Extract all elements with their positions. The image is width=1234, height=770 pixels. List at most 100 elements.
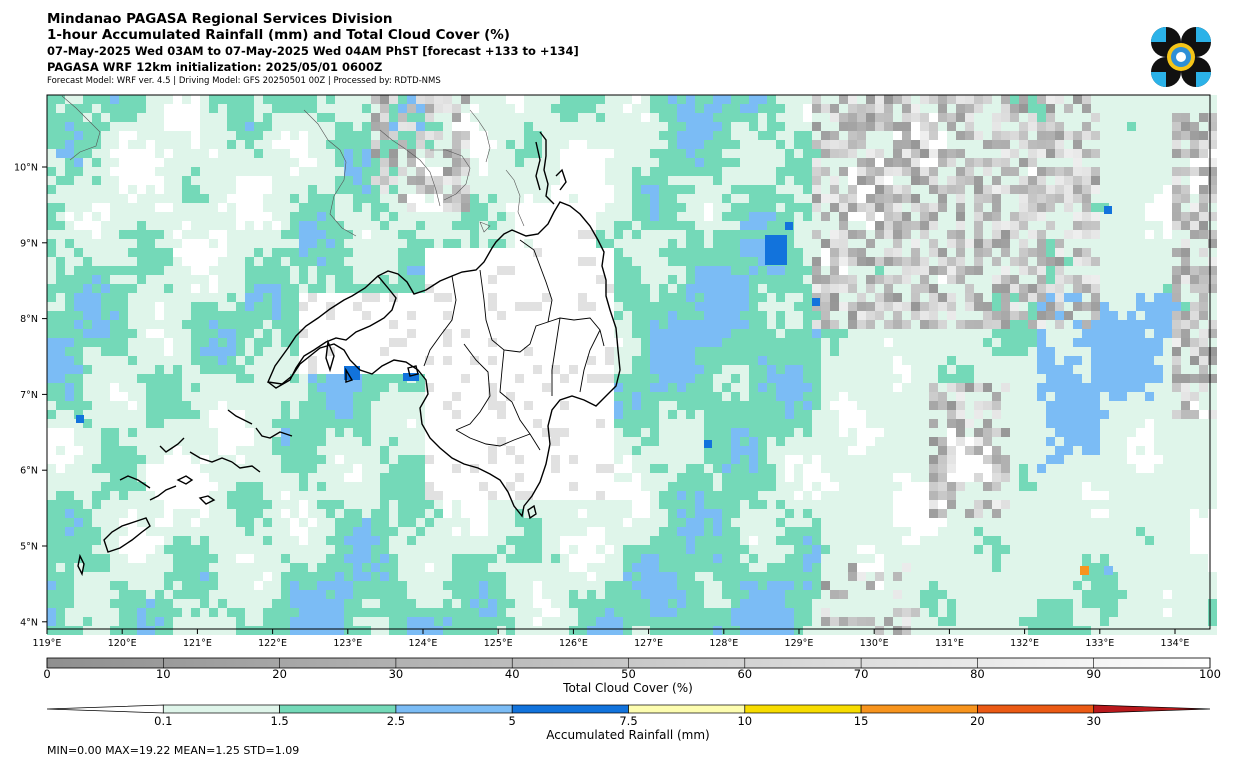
- field-cell: [623, 239, 632, 248]
- field-cell: [227, 131, 236, 140]
- field-cell: [713, 437, 722, 446]
- field-cell: [272, 167, 281, 176]
- field-cell: [1091, 95, 1100, 104]
- field-cell: [695, 311, 704, 320]
- field-cell: [227, 95, 236, 104]
- field-cell: [1064, 95, 1073, 104]
- field-cell: [839, 455, 848, 464]
- field-cell: [1001, 158, 1010, 167]
- field-cell: [821, 500, 830, 509]
- field-cell: [389, 419, 398, 428]
- field-cell: [641, 194, 650, 203]
- field-cell: [209, 365, 218, 374]
- field-cell: [119, 446, 128, 455]
- field-cell: [497, 158, 506, 167]
- field-cell: [272, 275, 281, 284]
- field-cell: [335, 248, 344, 257]
- field-cell: [1163, 383, 1172, 392]
- field-cell: [677, 95, 686, 104]
- field-cell: [704, 320, 713, 329]
- field-cell: [722, 221, 731, 230]
- field-cell: [1100, 455, 1109, 464]
- field-cell: [317, 167, 326, 176]
- field-cell: [1181, 491, 1190, 500]
- field-cell: [776, 284, 785, 293]
- field-cell: [884, 365, 893, 374]
- field-cell: [65, 221, 74, 230]
- field-cell: [398, 230, 407, 239]
- field-cell: [398, 149, 407, 158]
- field-cell: [542, 293, 551, 302]
- field-cell: [1010, 500, 1019, 509]
- field-cell: [1136, 365, 1145, 374]
- field-cell: [389, 176, 398, 185]
- field-cell: [281, 149, 290, 158]
- field-cell: [1163, 257, 1172, 266]
- field-cell: [1172, 365, 1181, 374]
- field-cell: [1118, 104, 1127, 113]
- field-cell: [155, 374, 164, 383]
- field-cell: [830, 266, 839, 275]
- field-cell: [164, 185, 173, 194]
- field-cell: [1127, 419, 1136, 428]
- field-cell: [1055, 185, 1064, 194]
- field-cell: [740, 365, 749, 374]
- field-cell: [290, 401, 299, 410]
- field-cell: [290, 329, 299, 338]
- field-cell: [722, 320, 731, 329]
- field-cell: [506, 140, 515, 149]
- field-cell: [47, 140, 56, 149]
- field-cell: [695, 329, 704, 338]
- field-cell: [119, 347, 128, 356]
- field-cell: [1055, 239, 1064, 248]
- field-cell: [623, 212, 632, 221]
- field-cell: [407, 221, 416, 230]
- field-cell: [884, 500, 893, 509]
- field-cell: [1163, 176, 1172, 185]
- field-cell: [497, 311, 506, 320]
- field-cell: [740, 446, 749, 455]
- field-cell: [704, 329, 713, 338]
- field-cell: [704, 446, 713, 455]
- field-cell: [650, 446, 659, 455]
- field-cell: [1028, 482, 1037, 491]
- field-cell: [857, 122, 866, 131]
- field-cell: [839, 149, 848, 158]
- field-cell: [254, 320, 263, 329]
- field-cell: [875, 248, 884, 257]
- field-cell: [344, 113, 353, 122]
- field-cell: [857, 491, 866, 500]
- field-cell: [938, 473, 947, 482]
- field-cell: [866, 149, 875, 158]
- field-cell: [1181, 239, 1190, 248]
- field-cell: [920, 374, 929, 383]
- field-cell: [317, 374, 326, 383]
- field-cell: [344, 419, 353, 428]
- field-cell: [110, 500, 119, 509]
- field-cell: [263, 473, 272, 482]
- field-cell: [488, 185, 497, 194]
- field-cell: [650, 284, 659, 293]
- field-cell: [290, 356, 299, 365]
- field-cell: [965, 491, 974, 500]
- field-cell: [1100, 140, 1109, 149]
- field-cell: [1118, 311, 1127, 320]
- field-cell: [182, 311, 191, 320]
- field-cell: [128, 266, 137, 275]
- field-cell: [956, 329, 965, 338]
- field-cell: [488, 203, 497, 212]
- field-cell: [65, 509, 74, 518]
- field-cell: [911, 365, 920, 374]
- field-cell: [992, 464, 1001, 473]
- field-cell: [1172, 464, 1181, 473]
- field-cell: [830, 149, 839, 158]
- field-cell: [1118, 491, 1127, 500]
- field-cell: [938, 311, 947, 320]
- field-cell: [929, 329, 938, 338]
- field-cell: [200, 410, 209, 419]
- field-cell: [713, 104, 722, 113]
- field-cell: [1064, 131, 1073, 140]
- field-cell: [677, 149, 686, 158]
- field-cell: [911, 392, 920, 401]
- field-cell: [263, 275, 272, 284]
